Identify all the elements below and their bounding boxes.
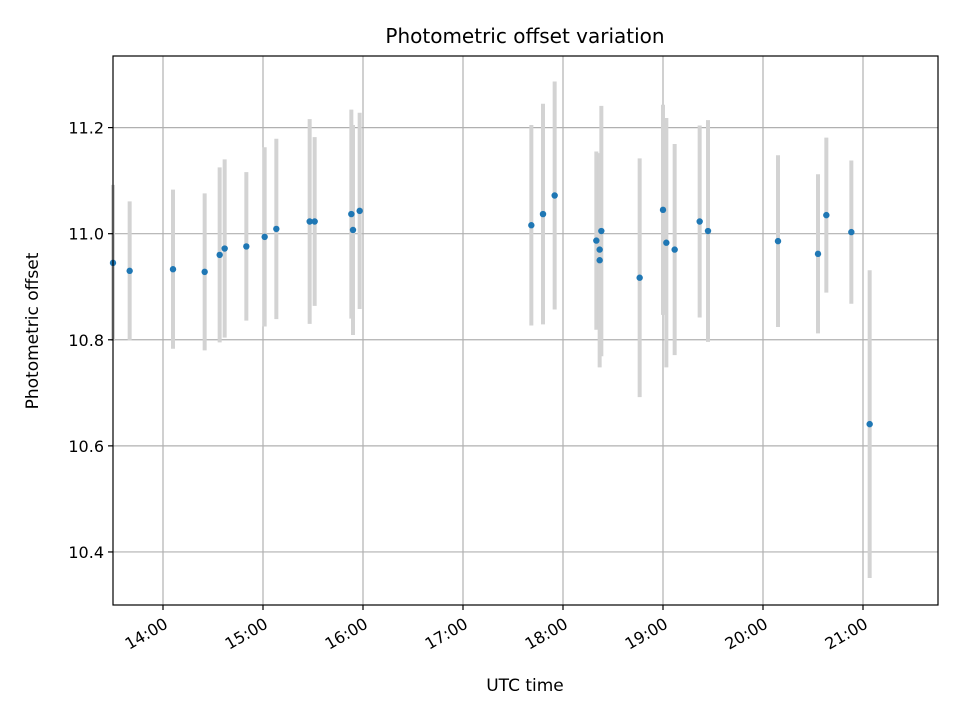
y-axis-ticks: 10.4 10.6 10.8 11.0 11.2	[68, 119, 113, 562]
data-point	[596, 257, 603, 264]
data-point	[598, 227, 605, 235]
data-point	[866, 420, 873, 428]
x-tick-label: 20:00	[722, 614, 771, 654]
data-point	[848, 228, 855, 236]
y-tick-label: 10.4	[68, 543, 104, 562]
x-tick-label: 14:00	[122, 614, 171, 654]
x-tick-label: 17:00	[422, 614, 471, 654]
data-point	[201, 268, 208, 276]
data-point	[823, 211, 830, 219]
y-tick-label: 11.2	[68, 119, 104, 138]
data-point	[169, 266, 177, 273]
data-point	[311, 218, 318, 225]
x-axis-label: UTC time	[486, 676, 564, 696]
data-point	[663, 239, 670, 246]
y-tick-label: 11.0	[68, 225, 104, 244]
data-point	[636, 274, 643, 281]
data-point	[671, 246, 678, 253]
data-point	[348, 210, 355, 218]
data-point	[704, 227, 712, 235]
grid-lines	[113, 56, 938, 605]
data-point	[774, 237, 782, 245]
x-tick-label: 16:00	[322, 614, 371, 654]
data-point	[814, 250, 822, 258]
y-tick-label: 10.8	[68, 331, 104, 350]
error-bars	[111, 81, 872, 578]
plot-frame	[112, 55, 939, 606]
x-tick-label: 19:00	[622, 614, 671, 654]
data-point	[306, 218, 313, 225]
x-tick-label: 18:00	[522, 614, 571, 654]
data-point	[696, 218, 703, 225]
y-axis-label: Photometric offset	[23, 252, 43, 409]
data-point	[216, 251, 223, 259]
x-tick-label: 15:00	[222, 614, 271, 654]
data-point	[596, 246, 603, 253]
data-point	[273, 225, 280, 233]
x-axis-ticks: 14:00 15:00 16:00 17:00 18:00 19:00 20:00 21:00	[122, 605, 871, 654]
data-point	[261, 233, 268, 241]
data-points	[109, 192, 873, 428]
data-point	[539, 210, 547, 218]
chart-title: Photometric offset variation	[385, 24, 664, 48]
data-point	[349, 226, 357, 234]
data-point	[126, 267, 133, 275]
x-tick-label: 21:00	[822, 614, 871, 654]
y-tick-label: 10.6	[68, 437, 104, 456]
data-point	[593, 237, 600, 244]
data-point	[356, 207, 363, 215]
data-point	[243, 243, 250, 250]
data-point	[221, 245, 228, 252]
data-point	[659, 206, 667, 214]
data-point	[551, 192, 558, 199]
data-point	[528, 222, 535, 229]
